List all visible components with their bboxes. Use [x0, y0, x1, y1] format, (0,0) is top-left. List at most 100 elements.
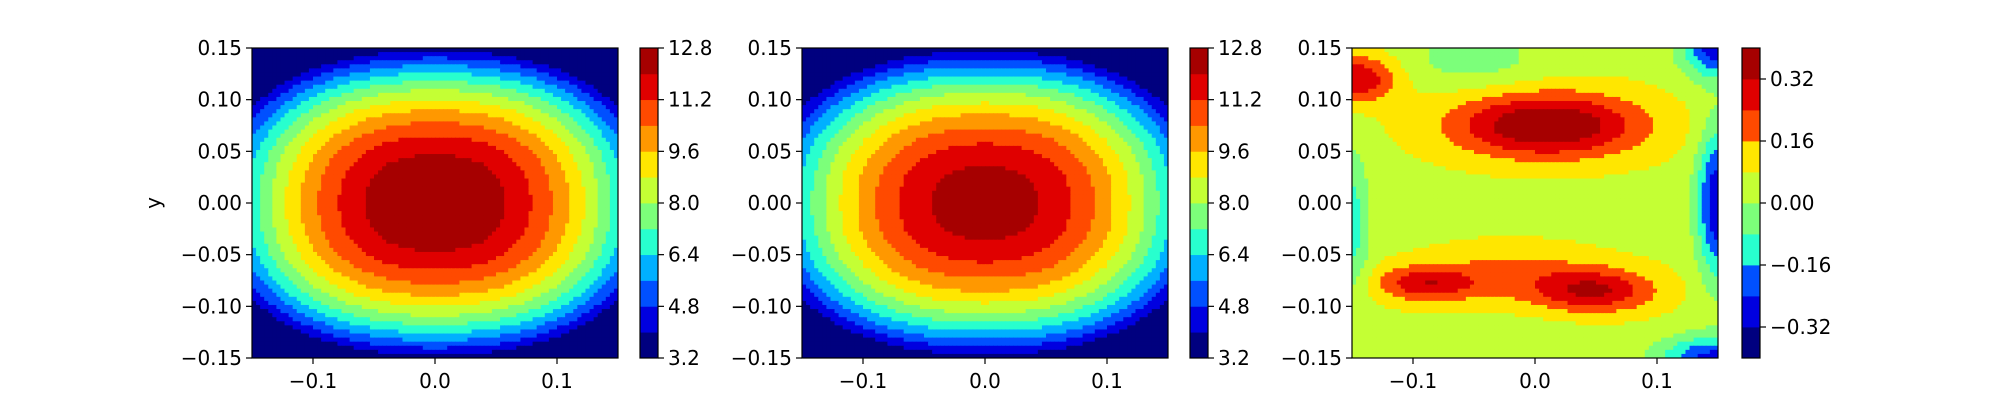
contour-cell	[374, 68, 379, 74]
contour-cell	[557, 231, 562, 237]
contour-cell	[264, 125, 269, 131]
contour-cell	[459, 239, 465, 245]
contour-cell	[288, 80, 294, 86]
contour-cell	[548, 223, 554, 229]
contour-cell	[382, 268, 387, 273]
contour-cell	[308, 243, 314, 249]
contour-cell	[292, 162, 298, 167]
contour-cell	[447, 129, 452, 135]
contour-cell	[479, 60, 485, 65]
contour-cell	[390, 158, 395, 163]
contour-cell	[418, 48, 424, 53]
contour-cell	[325, 129, 330, 135]
contour-cell	[439, 235, 444, 241]
contour-cell	[585, 88, 591, 94]
contour-cell	[296, 158, 302, 163]
contour-cell	[500, 117, 505, 123]
contour-cell	[528, 60, 534, 65]
contour-cell	[394, 166, 399, 171]
contour-cell	[496, 133, 501, 139]
contour-cell	[284, 60, 290, 65]
contour-cell	[516, 247, 521, 253]
contour-cell	[386, 154, 391, 159]
contour-cell	[447, 84, 452, 90]
contour-cell	[386, 158, 391, 163]
contour-cell	[361, 190, 367, 196]
contour-cell	[374, 198, 379, 204]
contour-cell	[439, 76, 444, 82]
contour-cell	[256, 92, 261, 98]
contour-cell	[565, 264, 570, 269]
contour-cell	[313, 264, 318, 269]
contour-cell	[345, 88, 351, 94]
contour-cell	[593, 149, 599, 155]
contour-cell	[451, 92, 456, 98]
contour-cell	[378, 145, 383, 151]
contour-cell	[565, 203, 570, 208]
contour-cell	[357, 207, 363, 212]
contour-cell	[569, 243, 574, 249]
contour-cell	[361, 186, 367, 192]
contour-cell	[406, 211, 412, 216]
contour-cell	[609, 121, 615, 127]
contour-cell	[561, 68, 566, 74]
contour-cell	[341, 194, 347, 200]
contour-cell	[426, 247, 432, 253]
contour-cell	[552, 149, 558, 155]
contour-cell	[390, 170, 395, 176]
contour-cell	[500, 231, 505, 237]
contour-cell	[256, 231, 261, 237]
contour-cell	[333, 198, 338, 204]
contour-cell	[609, 60, 615, 65]
contour-cell	[569, 256, 574, 261]
contour-cell	[369, 203, 375, 208]
contour-cell	[577, 251, 582, 257]
contour-fill	[252, 48, 618, 358]
contour-cell	[512, 268, 517, 273]
contour-cell	[520, 154, 526, 159]
contour-cell	[365, 247, 371, 253]
contour-cell	[561, 227, 566, 233]
contour-cell	[557, 80, 562, 86]
contour-cell	[353, 203, 359, 208]
contour-cell	[561, 109, 566, 114]
contour-cell	[341, 137, 347, 143]
contour-cell	[321, 239, 326, 245]
contour-cell	[573, 268, 578, 273]
contour-cell	[353, 223, 359, 229]
contour-cell	[573, 64, 578, 69]
contour-cell	[349, 145, 355, 151]
contour-cell	[443, 207, 448, 212]
contour-cell	[593, 96, 599, 102]
contour-cell	[292, 268, 298, 273]
contour-cell	[589, 211, 595, 216]
contour-cell	[548, 162, 554, 167]
contour-cell	[313, 190, 318, 196]
contour-cell	[548, 211, 554, 216]
contour-cell	[609, 239, 615, 245]
contour-cell	[581, 264, 587, 269]
contour-cell	[268, 223, 273, 229]
contour-cell	[394, 96, 399, 102]
contour-cell	[341, 121, 347, 127]
contour-cell	[345, 162, 351, 167]
contour-cell	[455, 48, 460, 53]
contour-cell	[426, 272, 432, 278]
contour-cell	[557, 215, 562, 220]
contour-cell	[272, 268, 277, 273]
contour-cell	[467, 256, 473, 261]
contour-cell	[447, 239, 452, 245]
contour-cell	[479, 231, 485, 237]
contour-cell	[589, 154, 595, 159]
contour-cell	[414, 117, 420, 123]
contour-cell	[544, 166, 550, 171]
contour-cell	[483, 109, 489, 114]
contour-cell	[288, 60, 294, 65]
contour-cell	[353, 178, 359, 184]
contour-cell	[512, 92, 517, 98]
contour-cell	[394, 231, 399, 237]
contour-cell	[374, 243, 379, 249]
contour-cell	[459, 186, 465, 192]
contour-cell	[565, 256, 570, 261]
contour-cell	[378, 133, 383, 139]
